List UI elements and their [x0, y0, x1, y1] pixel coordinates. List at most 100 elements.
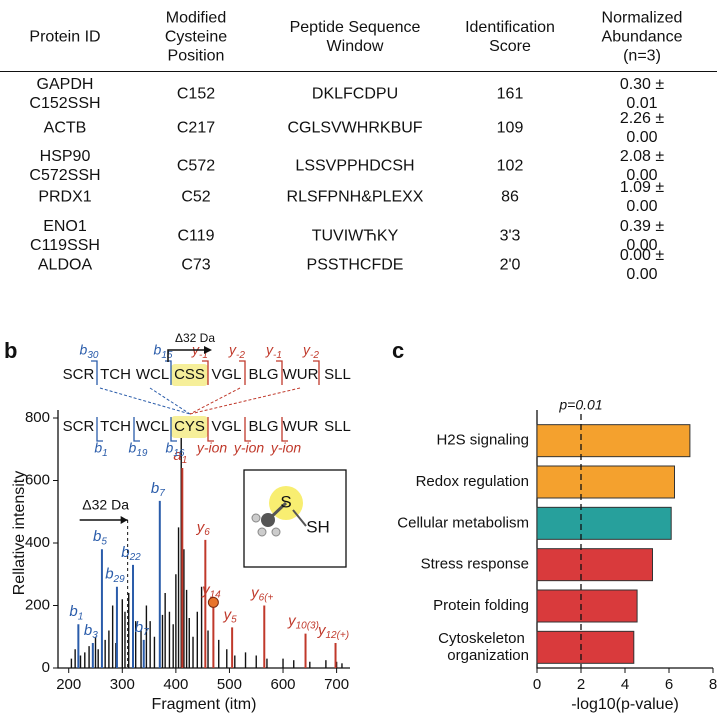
table-cell: LSSVPPHDCSH [295, 157, 415, 175]
table-cell: 3'3 [499, 227, 521, 245]
category-label: Stress response [421, 556, 529, 573]
ion-label: b5 [93, 528, 107, 547]
table-cell: 1.09 ± 0.00 [619, 179, 665, 215]
bracket [281, 417, 288, 442]
bar [536, 424, 691, 458]
y-tick-label: 0 [42, 659, 50, 676]
table-cell: ALDOA [37, 256, 93, 274]
panel-label: b [4, 338, 17, 363]
x-tick-label: 4 [621, 676, 629, 693]
table-cell: C73 [181, 256, 211, 274]
table-header: Protein ID [29, 28, 101, 46]
y-tick-label: 800 [25, 409, 50, 426]
peptide-segment: VGL [211, 366, 241, 383]
peak-highlight [207, 596, 219, 608]
x-axis-label: Fragment (itm) [152, 696, 257, 713]
atom [261, 513, 275, 527]
bracket [313, 360, 320, 385]
fragment-label: b16 [166, 440, 185, 459]
table-cell: GAPDH C152SSH [29, 76, 101, 112]
shift-annotation: Δ32 Da [82, 497, 129, 513]
ion-label: y6 [196, 519, 211, 538]
y-tick-label: 400 [25, 534, 50, 551]
peptide-segment: WUR [283, 418, 319, 435]
bond [292, 509, 307, 527]
atom [257, 527, 267, 537]
ion-label: y5 [223, 606, 238, 625]
fragment-label: y-ion [270, 440, 302, 456]
connector [189, 387, 301, 415]
inset-atom: S [280, 492, 291, 511]
fragment-label: y-ion [233, 440, 265, 456]
peptide-segment: TCH [100, 418, 131, 435]
x-tick-label: 600 [271, 676, 296, 693]
bracket [96, 417, 103, 442]
ion-label: y6(+ [250, 584, 273, 603]
ion-label: y14 [201, 581, 221, 600]
shift-arrow [167, 349, 205, 362]
peptide-segment: WUR [283, 366, 319, 383]
connector [149, 387, 191, 415]
atom [251, 513, 261, 523]
connector [99, 387, 191, 415]
ion-label: b1 [69, 603, 83, 622]
peptide-segment: VGL [211, 418, 241, 435]
shift-arrowhead [120, 516, 128, 524]
table-cell: RLSFPNH&PLEXX [286, 188, 424, 206]
peptide-segment: SCR [63, 366, 95, 383]
fragment-label: b19 [129, 440, 148, 459]
x-tick-label: 700 [324, 676, 349, 693]
peptide-segment: CYS [174, 418, 205, 435]
peptide-segment: WCL [136, 418, 169, 435]
ion-label: b7 [151, 480, 165, 499]
table-cell: 0.39 ± 0.00 [619, 218, 665, 254]
bracket [165, 360, 172, 385]
category-label: Protein folding [433, 597, 529, 614]
bracket [239, 360, 246, 385]
table-cell: ACTB [43, 119, 87, 137]
peptide-segment: WCL [136, 366, 169, 383]
peptide-segment: CSS [174, 366, 205, 383]
table-cell: C217 [176, 119, 216, 137]
y-tick-label: 200 [25, 596, 50, 613]
table-cell: 0.00 ± 0.00 [619, 247, 665, 283]
inset-frame [243, 469, 347, 568]
table-cell: C572 [176, 157, 216, 175]
peptide-segment: SLL [324, 418, 351, 435]
table-cell: PSSTHCFDE [306, 256, 404, 274]
bar [536, 506, 672, 540]
category-label: Cytoskeleton organization [438, 630, 529, 664]
bracket [207, 417, 214, 442]
table-cell: HSP90 C572SSH [29, 148, 101, 184]
peptide-segment: BLG [248, 418, 278, 435]
bar [536, 548, 653, 582]
peptide-segment: SCR [63, 418, 95, 435]
peptide-segment: SLL [324, 366, 351, 383]
peptide-segment: BLG [248, 366, 278, 383]
table-cell: C52 [181, 188, 211, 206]
ion-label: y12(+) [317, 622, 349, 641]
x-tick-label: 2 [577, 676, 585, 693]
table-header: Normalized Abundance (n=3) [601, 9, 683, 65]
bar [536, 630, 635, 664]
x-tick-label: 300 [110, 676, 135, 693]
y-tick-label: 600 [25, 471, 50, 488]
table-header: Modified Cysteine Position [164, 9, 228, 65]
x-tick-label: 6 [665, 676, 673, 693]
peptide-segment: TCH [100, 366, 131, 383]
shift-label: Δ32 Da [175, 331, 215, 345]
connector [189, 387, 241, 415]
ion-label: b22 [121, 544, 141, 563]
table-cell: 2.08 ± 0.00 [619, 148, 665, 184]
bracket [276, 360, 283, 385]
bracket [170, 417, 177, 442]
fragment-label: y-1 [265, 342, 282, 361]
table-header: Identification Score [465, 19, 555, 55]
ion-label: b29 [105, 566, 125, 585]
table-cell: CGLSVWHRKBUF [287, 119, 423, 137]
highlight [171, 364, 208, 386]
table-cell: 109 [496, 119, 524, 137]
table-cell: C119 [177, 227, 215, 245]
